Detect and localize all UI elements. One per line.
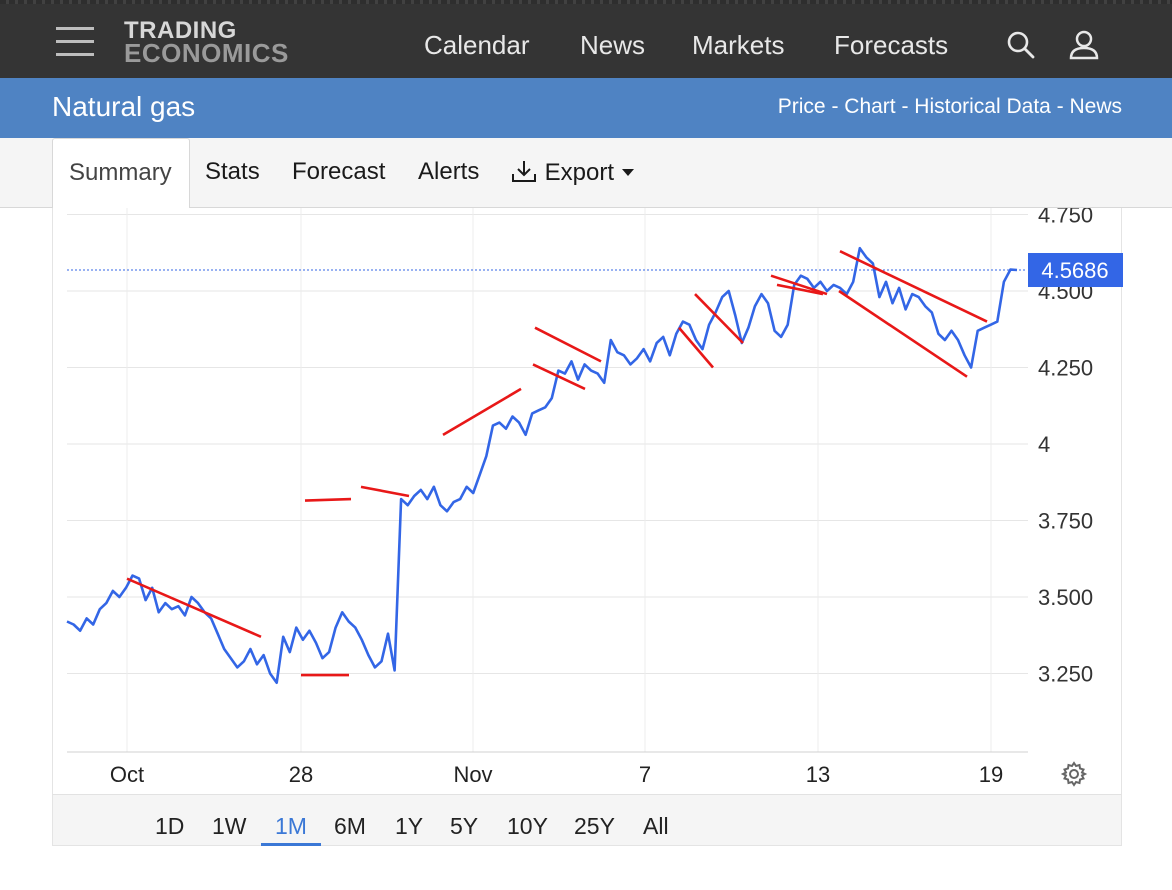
y-tick-label: 3.250: [1038, 662, 1093, 687]
trend-line: [838, 289, 968, 378]
trend-line: [694, 293, 744, 344]
range-25y[interactable]: 25Y: [574, 813, 615, 839]
section-links[interactable]: Price - Chart - Historical Data - News: [777, 95, 1122, 118]
y-tick-label: 3.750: [1038, 509, 1093, 534]
nav-markets[interactable]: Markets: [692, 30, 785, 60]
range-5y[interactable]: 5Y: [450, 813, 479, 839]
logo-line2: ECONOMICS: [124, 38, 289, 68]
logo-line1: TRADING: [124, 17, 237, 44]
range-10y[interactable]: 10Y: [507, 813, 548, 839]
range-1d[interactable]: 1D: [155, 813, 185, 839]
top-edge-texture: [0, 0, 1172, 4]
tab-summary-label: Summary: [69, 159, 172, 186]
y-tick-label: 3.500: [1038, 585, 1093, 610]
active-range-underline: [261, 843, 321, 846]
export-dropdown[interactable]: Export: [510, 158, 635, 187]
trend-line: [678, 326, 714, 369]
y-tick-label: 4.750: [1038, 208, 1093, 228]
range-selector: 1D 1W 1M 6M 1Y 5Y 10Y 25Y All: [52, 794, 1122, 846]
tab-stats[interactable]: Stats: [205, 158, 260, 185]
x-tick-label: Nov: [453, 762, 492, 787]
instrument-header: Natural gas Price - Chart - Historical D…: [0, 78, 1172, 138]
export-label: Export: [544, 159, 615, 186]
tab-forecast[interactable]: Forecast: [292, 158, 386, 185]
caret-down-icon: [621, 169, 634, 176]
nav-news[interactable]: News: [580, 30, 646, 60]
download-icon: [512, 161, 536, 182]
menu-icon[interactable]: [56, 27, 94, 57]
last-price-tag: [1028, 253, 1123, 288]
x-tick-label: 28: [289, 762, 313, 787]
y-tick-label: 4: [1038, 432, 1050, 457]
tab-summary[interactable]: Summary: [52, 138, 190, 209]
trend-line: [776, 283, 824, 296]
trend-line: [532, 363, 586, 391]
trend-line: [534, 326, 602, 363]
x-tick-label: 19: [979, 762, 1003, 787]
range-1w[interactable]: 1W: [212, 813, 247, 839]
range-1m[interactable]: 1M: [275, 813, 307, 839]
trading-economics-logo[interactable]: TRADING ECONOMICS: [124, 17, 289, 68]
range-6m[interactable]: 6M: [334, 813, 366, 839]
page-title: Natural gas: [52, 91, 196, 122]
x-tick-label: 7: [639, 762, 651, 787]
settings-gear-icon[interactable]: [1060, 760, 1088, 793]
y-tick-label: 4.250: [1038, 356, 1093, 381]
user-icon[interactable]: [1068, 29, 1100, 66]
tab-alerts[interactable]: Alerts: [418, 158, 480, 185]
search-icon[interactable]: [1006, 30, 1036, 65]
trend-line: [304, 497, 352, 502]
tab-bar: Summary Stats Forecast Alerts Export: [0, 138, 1172, 209]
top-navbar: TRADING ECONOMICS Calendar News Markets …: [0, 0, 1172, 78]
trend-line: [839, 250, 988, 323]
trend-line: [126, 577, 262, 638]
range-1y[interactable]: 1Y: [395, 813, 424, 839]
trend-line: [770, 274, 828, 296]
x-tick-label: Oct: [110, 762, 144, 787]
price-line: [66, 246, 1018, 684]
chart-container: 4.750 4.250 4 3.750 3.500 3.250 4.500 Oct 28 Nov 7…: [52, 208, 1123, 846]
trend-line: [442, 387, 522, 436]
trend-line: [360, 485, 410, 498]
range-all[interactable]: All: [643, 813, 669, 839]
x-tick-label: 13: [806, 762, 830, 787]
last-price-label: 4.5686: [1041, 258, 1108, 283]
nav-forecasts[interactable]: Forecasts: [834, 30, 949, 60]
nav-calendar[interactable]: Calendar: [424, 30, 530, 60]
